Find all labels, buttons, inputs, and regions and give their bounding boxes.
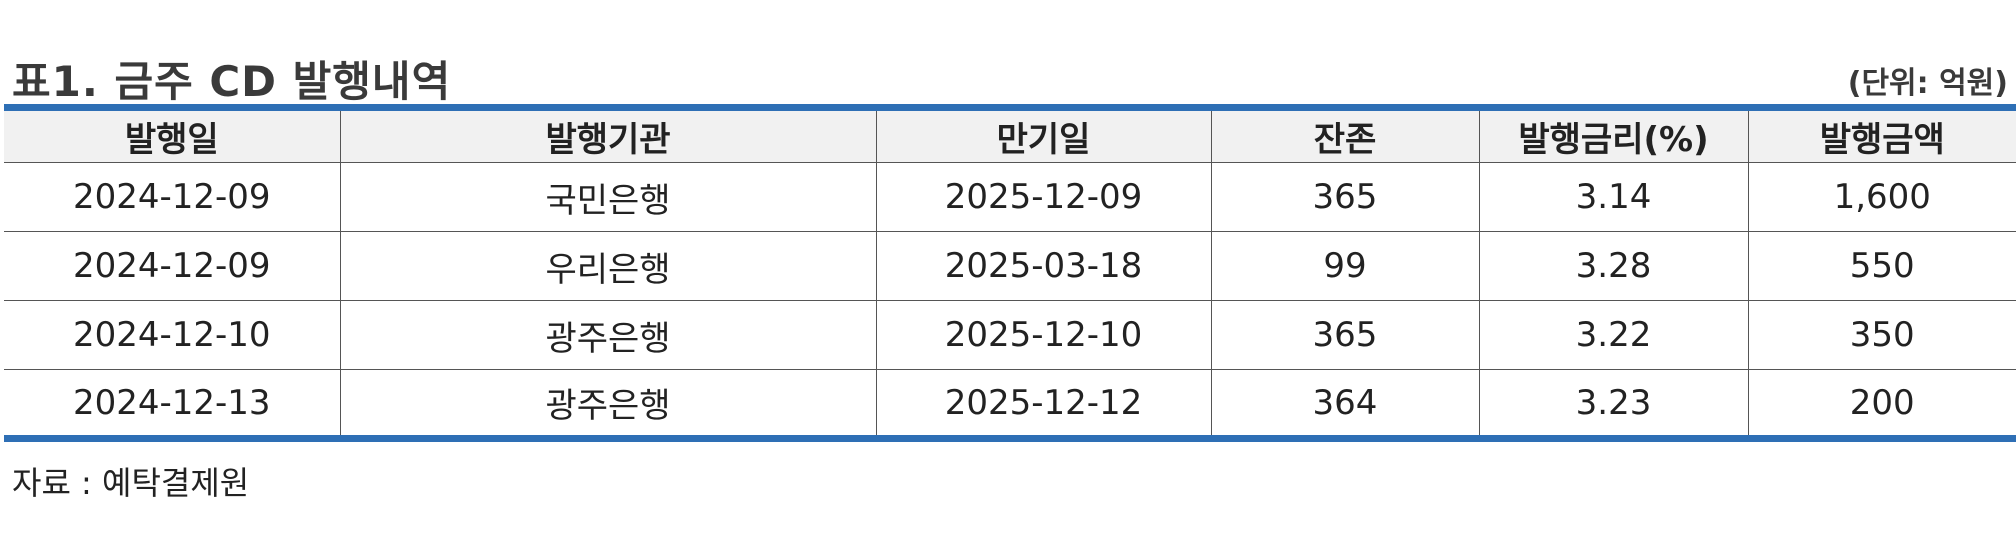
cell-issue-amount: 550 <box>1747 231 2016 301</box>
cell-issue-rate: 3.28 <box>1478 231 1749 301</box>
cell-issue-date: 2024-12-13 <box>4 369 341 439</box>
header-issue-date: 발행일 <box>4 107 341 163</box>
cell-maturity-date: 2025-12-09 <box>875 162 1212 232</box>
source-note: 자료 : 예탁결제원 <box>12 464 250 502</box>
header-issuer: 발행기관 <box>339 107 877 163</box>
cell-issue-rate: 3.23 <box>1478 369 1749 439</box>
cell-issuer: 광주은행 <box>339 369 877 439</box>
cell-issuer: 우리은행 <box>339 231 877 301</box>
cell-issuer: 광주은행 <box>339 300 877 370</box>
header-issue-amount: 발행금액 <box>1747 107 2016 163</box>
header-remaining-days: 잔존 <box>1210 107 1480 163</box>
cell-remaining-days: 365 <box>1210 162 1480 232</box>
cell-maturity-date: 2025-03-18 <box>875 231 1212 301</box>
cell-remaining-days: 99 <box>1210 231 1480 301</box>
table-row: 2024-12-09 국민은행 2025-12-09 365 3.14 1,60… <box>4 162 2016 232</box>
cd-issuance-table: 발행일 발행기관 만기일 잔존 발행금리(%) 발행금액 2024-12-09 … <box>4 104 2016 442</box>
table-title: 표1. 금주 CD 발행내역 <box>12 57 452 106</box>
table-row: 2024-12-09 우리은행 2025-03-18 99 3.28 550 <box>4 231 2016 301</box>
table-header-row: 발행일 발행기관 만기일 잔존 발행금리(%) 발행금액 <box>4 107 2016 163</box>
table-row: 2024-12-10 광주은행 2025-12-10 365 3.22 350 <box>4 300 2016 370</box>
cell-remaining-days: 365 <box>1210 300 1480 370</box>
cell-issue-rate: 3.14 <box>1478 162 1749 232</box>
cell-issue-rate: 3.22 <box>1478 300 1749 370</box>
cell-issue-amount: 200 <box>1747 369 2016 439</box>
header-maturity-date: 만기일 <box>875 107 1212 163</box>
cell-maturity-date: 2025-12-12 <box>875 369 1212 439</box>
cell-issue-amount: 350 <box>1747 300 2016 370</box>
cell-maturity-date: 2025-12-10 <box>875 300 1212 370</box>
cell-issue-date: 2024-12-09 <box>4 162 341 232</box>
cell-issue-date: 2024-12-09 <box>4 231 341 301</box>
table-row: 2024-12-13 광주은행 2025-12-12 364 3.23 200 <box>4 369 2016 439</box>
table-caption-row: 표1. 금주 CD 발행내역 (단위: 억원) <box>12 48 2008 106</box>
cell-remaining-days: 364 <box>1210 369 1480 439</box>
cell-issue-amount: 1,600 <box>1747 162 2016 232</box>
cd-issuance-table-container: 발행일 발행기관 만기일 잔존 발행금리(%) 발행금액 2024-12-09 … <box>4 104 2016 442</box>
header-issue-rate: 발행금리(%) <box>1478 107 1749 163</box>
unit-label: (단위: 억원) <box>1847 66 2008 101</box>
cell-issue-date: 2024-12-10 <box>4 300 341 370</box>
cell-issuer: 국민은행 <box>339 162 877 232</box>
